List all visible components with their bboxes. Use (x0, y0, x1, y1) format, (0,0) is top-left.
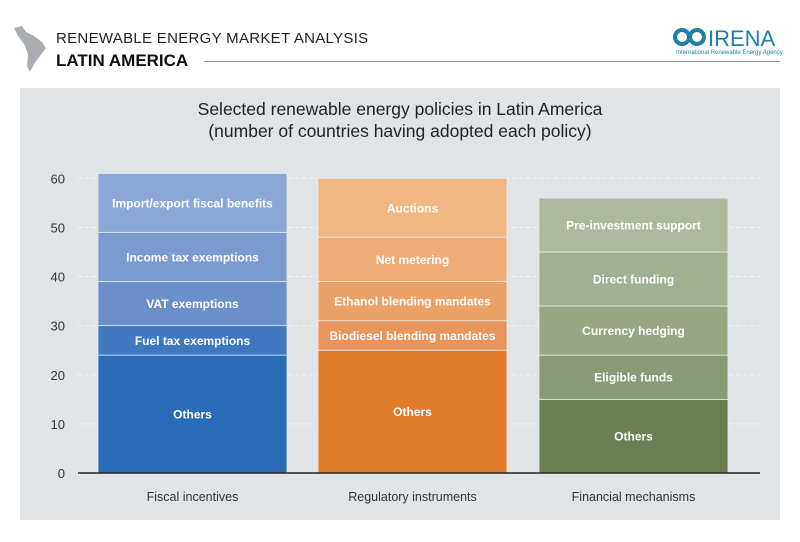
bar-segment (538, 305, 729, 356)
y-tick-label: 0 (58, 466, 65, 481)
segment-label: Pre-investment support (566, 218, 701, 232)
segment-label: Ethanol blending mandates (334, 295, 491, 309)
y-tick-label: 40 (51, 270, 65, 285)
segment-label: Biodiesel blending mandates (329, 329, 495, 343)
segment-label: Eligible funds (594, 371, 673, 385)
segment-label: Currency hedging (582, 324, 685, 338)
segment-label: Others (614, 430, 653, 444)
bar-segment (97, 325, 288, 356)
irena-logo-icon (673, 28, 706, 46)
bar-segment (317, 177, 508, 238)
segment-label: Auctions (387, 201, 439, 215)
bar-segment (97, 281, 288, 327)
report-series-title: RENEWABLE ENERGY MARKET ANALYSIS (56, 30, 369, 47)
bar-segment (538, 354, 729, 400)
segment-label: Others (393, 405, 432, 419)
segment-label: Import/export fiscal benefits (112, 196, 273, 210)
logo-subtitle: International Renewable Energy Agency (676, 50, 783, 56)
y-tick-label: 20 (51, 368, 65, 383)
segment-label: Others (173, 408, 212, 422)
x-category-label: Regulatory instruments (348, 490, 477, 504)
segment-label: Net metering (376, 253, 449, 267)
bar-segment (317, 281, 508, 322)
bar-segment (97, 354, 288, 474)
y-tick-label: 30 (51, 319, 65, 334)
latin-america-map-icon (14, 26, 46, 72)
x-category-label: Fiscal incentives (147, 490, 239, 504)
segment-label: Fuel tax exemptions (135, 334, 251, 348)
chart-title-block: Selected renewable energy policies in La… (20, 98, 780, 142)
y-tick-label: 50 (51, 220, 65, 235)
chart-subtitle: (number of countries having adopted each… (208, 121, 592, 141)
bar-segment (97, 231, 288, 282)
chart-title: Selected renewable energy policies in La… (197, 99, 603, 119)
bar-segment (538, 251, 729, 307)
y-tick-label: 60 (51, 171, 65, 186)
bar-segment (317, 320, 508, 351)
bar-segment (538, 197, 729, 253)
bar-segment (538, 398, 729, 474)
segment-label: VAT exemptions (146, 297, 239, 311)
segment-label: Direct funding (593, 272, 674, 286)
segment-label: Income tax exemptions (126, 250, 259, 264)
region-title: LATIN AMERICA (56, 51, 189, 70)
header-divider (204, 61, 780, 62)
x-category-label: Financial mechanisms (572, 490, 696, 504)
logo-text: IRENA (708, 26, 776, 51)
bar-segment (317, 236, 508, 282)
bar-segment (97, 172, 288, 233)
y-tick-label: 10 (51, 417, 65, 432)
